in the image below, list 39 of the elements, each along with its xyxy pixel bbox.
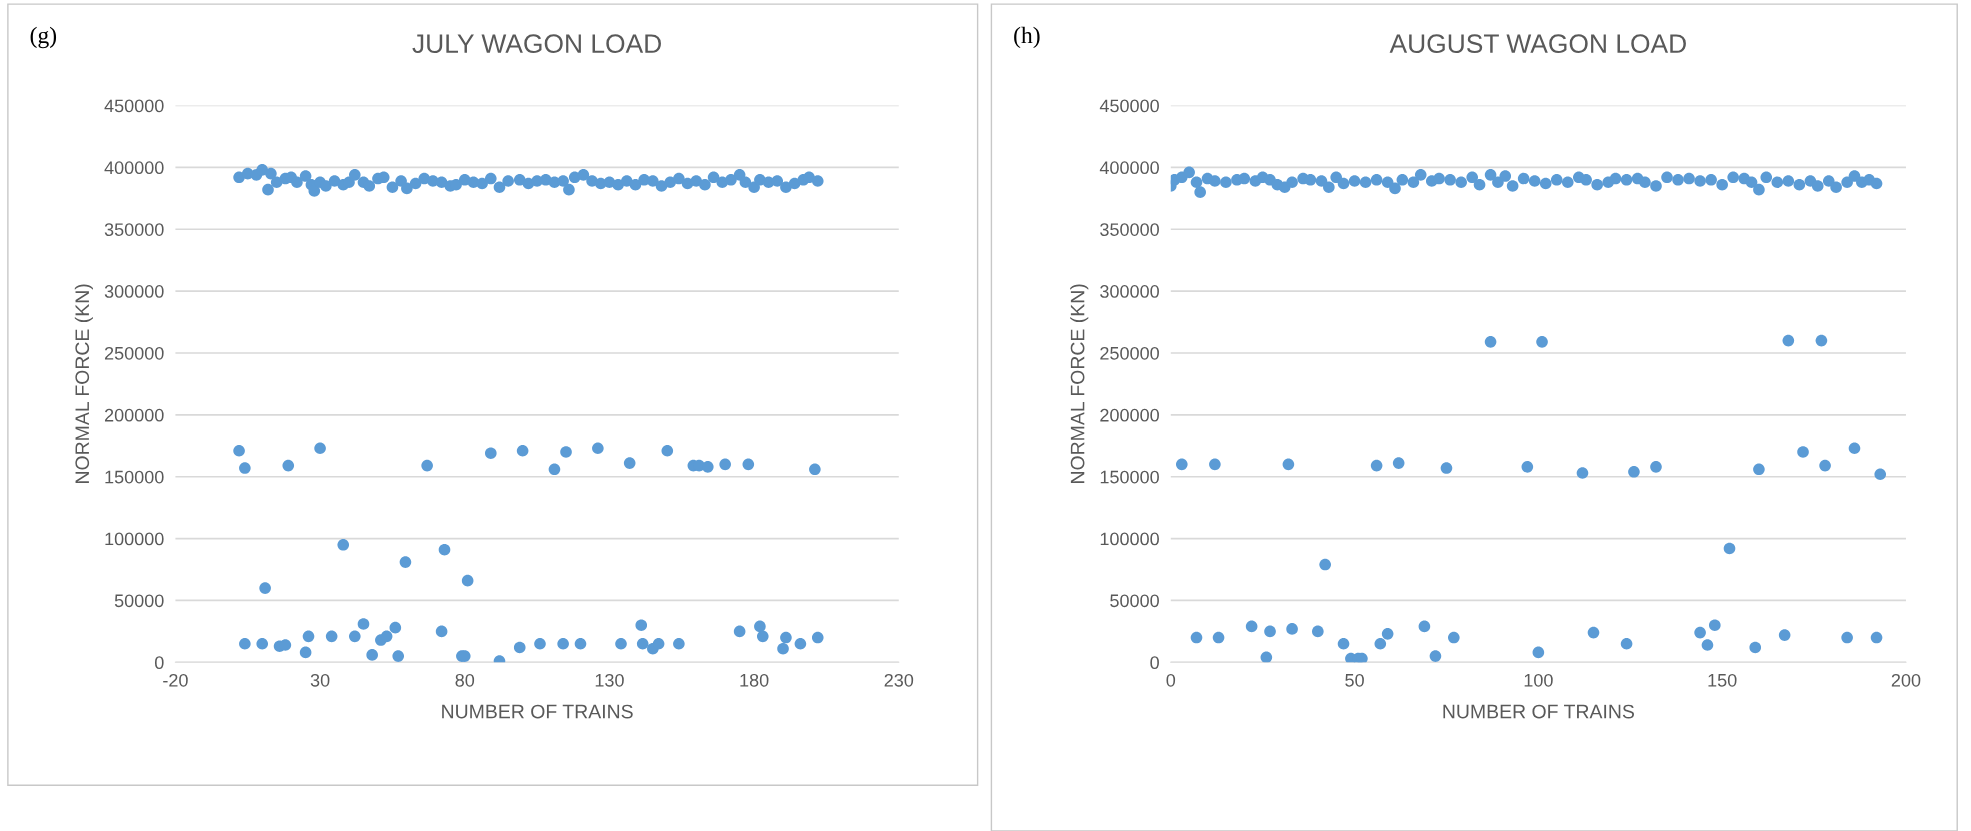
chart-title: AUGUST WAGON LOAD [1389, 34, 1686, 54]
y-tick-label: 100000 [105, 532, 164, 546]
x-tick-label: 0 [1166, 673, 1176, 687]
y-tick-label: 400000 [104, 161, 164, 175]
text: (h) [1014, 26, 1040, 49]
x-tick-label: 80 [455, 673, 475, 687]
x-tick-label: 200 [1891, 673, 1921, 687]
y-tick-label: 450000 [104, 99, 164, 113]
y-tick-label: 350000 [104, 223, 164, 236]
y-axis-title: NORMAL FORCE (KN) [1070, 284, 1089, 483]
y-tick-label: 150000 [105, 470, 164, 484]
y-tick-label: 250000 [1100, 346, 1159, 360]
chart-title: JULY WAGON LOAD [412, 34, 661, 54]
x-tick-label: 50 [1345, 673, 1364, 687]
y-tick-label: 0 [1150, 656, 1159, 670]
y-tick-label: 200000 [104, 408, 164, 422]
y-axis-title: NORMAL FORCE (KN) [74, 284, 93, 483]
y-tick-label: 0 [154, 656, 164, 670]
y-tick-label: 300000 [1100, 285, 1159, 298]
x-tick-label: 150 [1708, 673, 1737, 687]
x-tick-label: 230 [884, 673, 914, 687]
y-tick-label: 250000 [104, 346, 164, 360]
x-tick-label: 30 [310, 673, 330, 687]
x-tick-label: 130 [595, 673, 624, 687]
y-tick-label: 300000 [104, 285, 164, 298]
y-tick-label: 350000 [1100, 223, 1159, 236]
x-tick-label: 100 [1524, 673, 1553, 687]
x-tick-label: -20 [163, 673, 188, 687]
y-tick-label: 200000 [1100, 408, 1159, 422]
y-tick-label: 50000 [1110, 594, 1159, 608]
y-tick-label: 50000 [114, 594, 164, 608]
x-axis-title: NUMBER OF TRAINS [442, 704, 633, 719]
x-axis-title: NUMBER OF TRAINS [1443, 704, 1634, 719]
y-tick-label: 150000 [1100, 470, 1159, 484]
text: (g) [30, 26, 57, 49]
y-tick-label: 400000 [1099, 161, 1159, 175]
y-tick-label: 100000 [1100, 532, 1159, 546]
x-tick-label: 180 [740, 673, 769, 687]
y-tick-label: 450000 [1099, 99, 1159, 113]
